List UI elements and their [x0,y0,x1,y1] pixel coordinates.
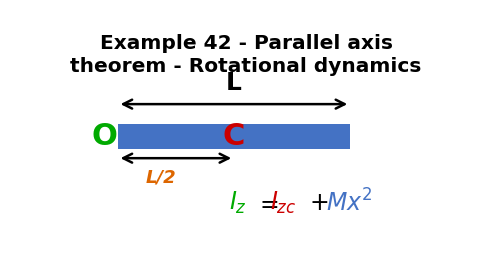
Text: $I_{zc}$: $I_{zc}$ [270,190,297,216]
FancyBboxPatch shape [118,124,350,149]
Text: C: C [223,122,245,151]
Text: $I_z$: $I_z$ [229,190,247,216]
Text: $=$: $=$ [255,191,279,215]
Text: O: O [92,122,118,151]
Text: $+$: $+$ [309,191,328,215]
Text: Example 42 - Parallel axis
theorem - Rotational dynamics: Example 42 - Parallel axis theorem - Rot… [70,35,422,76]
Text: L: L [226,71,242,95]
Text: $Mx^2$: $Mx^2$ [326,189,372,217]
Text: L/2: L/2 [145,168,176,187]
